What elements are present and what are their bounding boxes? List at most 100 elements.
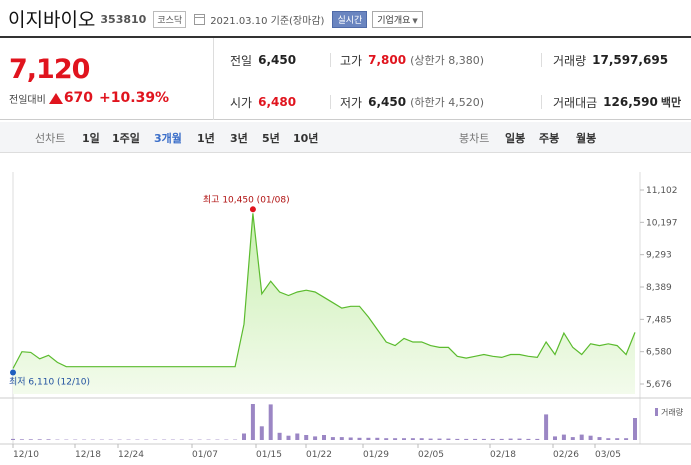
volume-bar: [277, 432, 282, 440]
volume-bar: [250, 404, 255, 440]
x-axis-ticks: 12/10 12/18 12/24 01/07 01/15 01/22 01/29 02/05…: [12, 444, 621, 460]
volume-bar: [402, 438, 406, 440]
tab-3m[interactable]: 3개월: [154, 132, 182, 145]
volume-bar: [597, 437, 602, 440]
volume-bar: [428, 438, 433, 440]
open-cell: 시가 6,480: [230, 92, 296, 112]
tab-1y[interactable]: 1년: [197, 132, 215, 145]
volume-bar: [339, 437, 344, 440]
y-tick-label: 5,676: [646, 380, 672, 390]
tab-weekly[interactable]: 주봉: [539, 132, 560, 145]
volume-legend-swatch: [655, 408, 658, 416]
prev-close-value: 6,450: [258, 53, 297, 67]
prev-close-label: 전일: [230, 53, 253, 68]
volume-bar: [268, 404, 273, 440]
tab-1w[interactable]: 1주일: [112, 132, 140, 145]
x-tick-label: 01/15: [256, 450, 282, 460]
trade-amount-cell: 거래대금 126,590 백만: [553, 92, 681, 112]
volume-bar: [633, 418, 637, 440]
min-label: 최저 6,110 (12/10): [9, 376, 90, 387]
low-value: 6,450: [368, 95, 407, 109]
volume-bar: [259, 426, 264, 440]
tab-10y[interactable]: 10년: [293, 132, 319, 145]
volume-bar: [286, 435, 291, 440]
high-label: 고가: [340, 53, 363, 68]
volume-bar: [46, 439, 51, 440]
tab-5y[interactable]: 5년: [262, 132, 280, 145]
price-chart[interactable]: 11,102 10,197 9,293 8,389 7,485 6,580 5,676 12…: [0, 154, 691, 465]
y-axis-ticks: 11,102 10,197 9,293 8,389 7,485 6,580 5,676: [640, 186, 678, 390]
volume-bar: [28, 439, 33, 440]
volume-value: 17,597,695: [592, 53, 669, 67]
low-cell: 저가 6,450 (하한가 4,520): [340, 92, 484, 112]
y-tick-label: 6,580: [646, 348, 672, 358]
volume-bar: [393, 438, 398, 440]
volume-bar: [11, 438, 15, 440]
volume-cell: 거래량 17,597,695: [553, 50, 668, 70]
volume-bar: [446, 438, 451, 440]
volume-bar: [481, 438, 486, 440]
high-value: 7,800: [368, 53, 407, 67]
y-tick-label: 9,293: [646, 251, 672, 261]
x-tick-label: 01/22: [306, 450, 332, 460]
x-tick-label: 02/26: [553, 450, 579, 460]
volume-legend-label: 거래량: [661, 407, 684, 417]
volume-bar: [304, 435, 309, 440]
volume-bar: [313, 436, 318, 440]
stock-name: 이지바이오: [8, 8, 96, 31]
volume-bar: [553, 436, 557, 440]
tab-daily[interactable]: 일봉: [505, 132, 526, 145]
volume-label: 거래량: [553, 53, 587, 68]
volume-bar: [384, 438, 389, 440]
volume-bar: [561, 434, 566, 440]
change-amount: 670: [63, 90, 94, 106]
volume-bar: [473, 438, 478, 440]
price-line: [12, 213, 636, 369]
realtime-button[interactable]: 실시간: [332, 10, 368, 28]
volume-bar: [366, 437, 371, 440]
volume-bar: [410, 438, 415, 440]
chevron-down-icon: ▼: [412, 16, 418, 25]
up-triangle-icon: [48, 92, 63, 104]
stock-code: 353810: [100, 13, 147, 26]
volume-bar: [526, 438, 531, 440]
tab-3y[interactable]: 3년: [230, 132, 248, 145]
open-value: 6,480: [258, 95, 297, 109]
open-label: 시가: [230, 95, 253, 110]
volume-bar: [490, 438, 495, 440]
volume-bar: [348, 437, 353, 440]
tab-1d[interactable]: 1일: [82, 132, 100, 145]
volume-bar: [508, 438, 513, 440]
x-tick-label: 02/18: [490, 450, 516, 460]
line-chart-label: 선차트: [35, 132, 66, 145]
max-label: 최고 10,450 (01/08): [203, 194, 290, 205]
volume-bar: [570, 437, 575, 440]
current-price-panel: 7,120 전일대비 670 +10.39%: [0, 38, 214, 120]
tab-monthly[interactable]: 월봉: [576, 132, 597, 145]
volume-bar: [357, 437, 362, 440]
trade-amount-value: 126,590: [603, 95, 658, 109]
x-tick-label: 01/29: [363, 450, 389, 460]
volume-bar: [615, 438, 620, 440]
lower-limit: (하한가 4,520): [410, 96, 484, 109]
trade-amount-label: 거래대금: [553, 95, 598, 110]
volume-bar: [544, 414, 549, 440]
current-price: 7,120: [9, 54, 90, 85]
price-change: 전일대비 670 +10.39%: [9, 90, 169, 106]
x-tick-label: 03/05: [595, 450, 621, 460]
volume-bar: [242, 433, 246, 440]
volume-bar: [322, 435, 326, 440]
company-overview-label: 기업개요: [377, 15, 411, 26]
volume-bar: [419, 438, 424, 440]
volume-bar: [19, 439, 24, 440]
volume-bar: [517, 438, 522, 440]
volume-bar: [499, 438, 504, 440]
price-area: [13, 213, 635, 394]
prev-close-cell: 전일 6,450: [230, 50, 296, 70]
company-overview-dropdown[interactable]: 기업개요 ▼: [372, 10, 423, 28]
change-percent: +10.39%: [99, 90, 170, 106]
volume-bar: [606, 438, 611, 440]
volume-bar: [579, 434, 584, 440]
upper-limit: (상한가 8,380): [410, 54, 484, 67]
x-tick-label: 01/07: [192, 450, 218, 460]
